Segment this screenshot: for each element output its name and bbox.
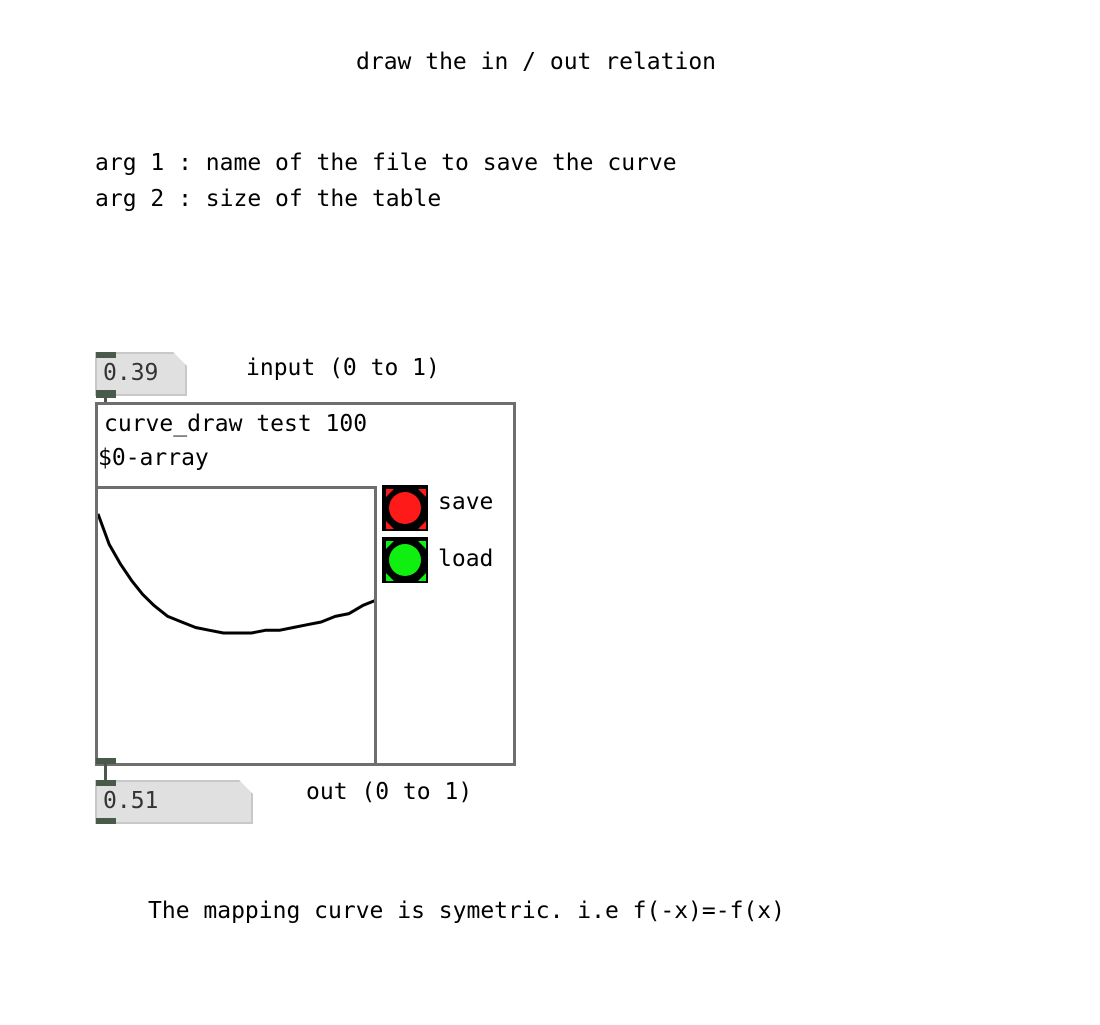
footer-comment: The mapping curve is symetric. i.e f(-x)… [148, 898, 785, 924]
load-bang-indicator [389, 544, 421, 576]
load-bang-label: load [438, 546, 494, 572]
curve-draw-outlet[interactable] [96, 758, 116, 764]
bang-corner [386, 521, 394, 529]
load-bang-button[interactable] [382, 537, 428, 583]
bang-corner [418, 489, 426, 497]
patch-cord-input[interactable] [104, 396, 107, 402]
output-number-outlet[interactable] [96, 818, 116, 824]
save-bang-button[interactable] [382, 485, 428, 531]
curve-line [98, 513, 377, 635]
output-number-inlet[interactable] [96, 780, 116, 786]
input-number-inlet[interactable] [96, 352, 116, 358]
bang-corner [386, 573, 394, 581]
input-number-value: 0.39 [103, 360, 159, 386]
graph-divider [374, 486, 377, 766]
bang-corner [386, 489, 394, 497]
bang-corner [418, 521, 426, 529]
curve-plot[interactable] [98, 489, 377, 766]
input-number-box[interactable]: 0.39 [95, 352, 187, 396]
title-comment: draw the in / out relation [356, 49, 717, 75]
curve-draw-object[interactable]: curve_draw test 100 $0-array save load [95, 402, 516, 766]
bang-corner [418, 573, 426, 581]
bang-corner [386, 541, 394, 549]
arg1-comment: arg 1 : name of the file to save the cur… [95, 150, 677, 176]
save-bang-indicator [389, 492, 421, 524]
patch-cord-output[interactable] [104, 764, 107, 780]
bang-corner [418, 541, 426, 549]
array-name-label: $0-array [98, 445, 209, 471]
output-label-comment: out (0 to 1) [306, 779, 473, 805]
output-number-box[interactable]: 0.51 [95, 780, 253, 824]
curve-draw-inlet[interactable] [96, 392, 116, 398]
array-graph[interactable] [95, 486, 377, 766]
output-number-value: 0.51 [103, 788, 159, 814]
arg2-comment: arg 2 : size of the table [95, 186, 442, 212]
save-bang-label: save [438, 489, 494, 515]
input-label-comment: input (0 to 1) [246, 355, 440, 381]
object-text: curve_draw test 100 [104, 411, 368, 437]
